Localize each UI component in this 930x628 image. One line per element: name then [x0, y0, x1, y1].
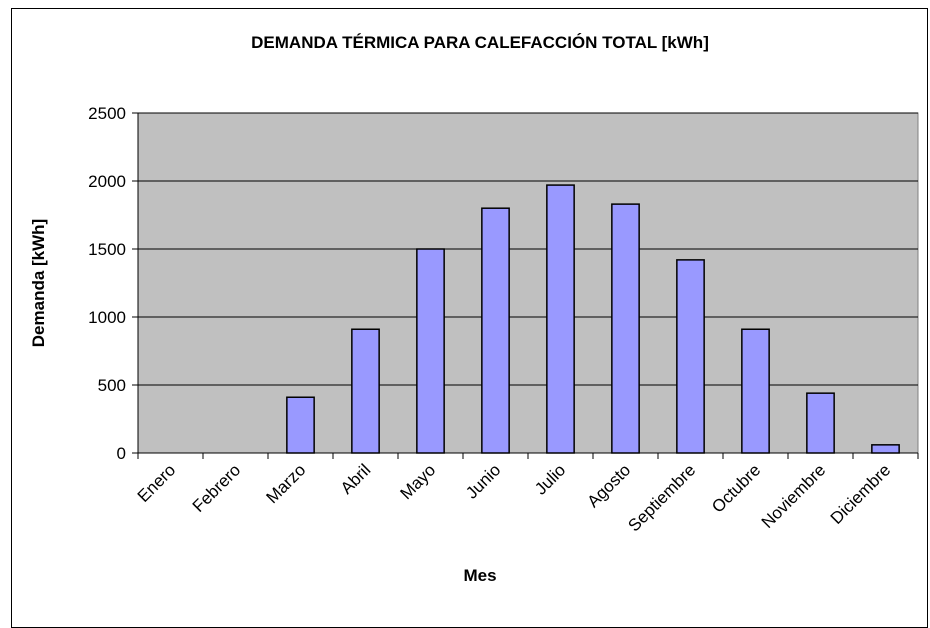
y-tick-label: 1500 — [88, 240, 126, 259]
y-tick-label: 2500 — [88, 104, 126, 123]
bar — [611, 203, 640, 454]
bar — [351, 328, 380, 454]
chart-title: DEMANDA TÉRMICA PARA CALEFACCIÓN TOTAL [… — [251, 33, 709, 52]
bar — [546, 184, 575, 454]
y-tick-label: 2000 — [88, 172, 126, 191]
bar — [676, 259, 705, 454]
bar — [416, 248, 445, 454]
bar — [806, 392, 835, 454]
bar — [871, 444, 900, 454]
bar — [481, 207, 510, 454]
y-axis-label: Demanda [kWh] — [29, 219, 48, 347]
y-tick-label: 500 — [98, 376, 126, 395]
y-tick-label: 0 — [117, 444, 126, 463]
plot-area — [137, 112, 919, 454]
bar — [286, 396, 315, 454]
bar — [741, 328, 770, 454]
y-tick-label: 1000 — [88, 308, 126, 327]
x-axis-label: Mes — [463, 566, 496, 585]
